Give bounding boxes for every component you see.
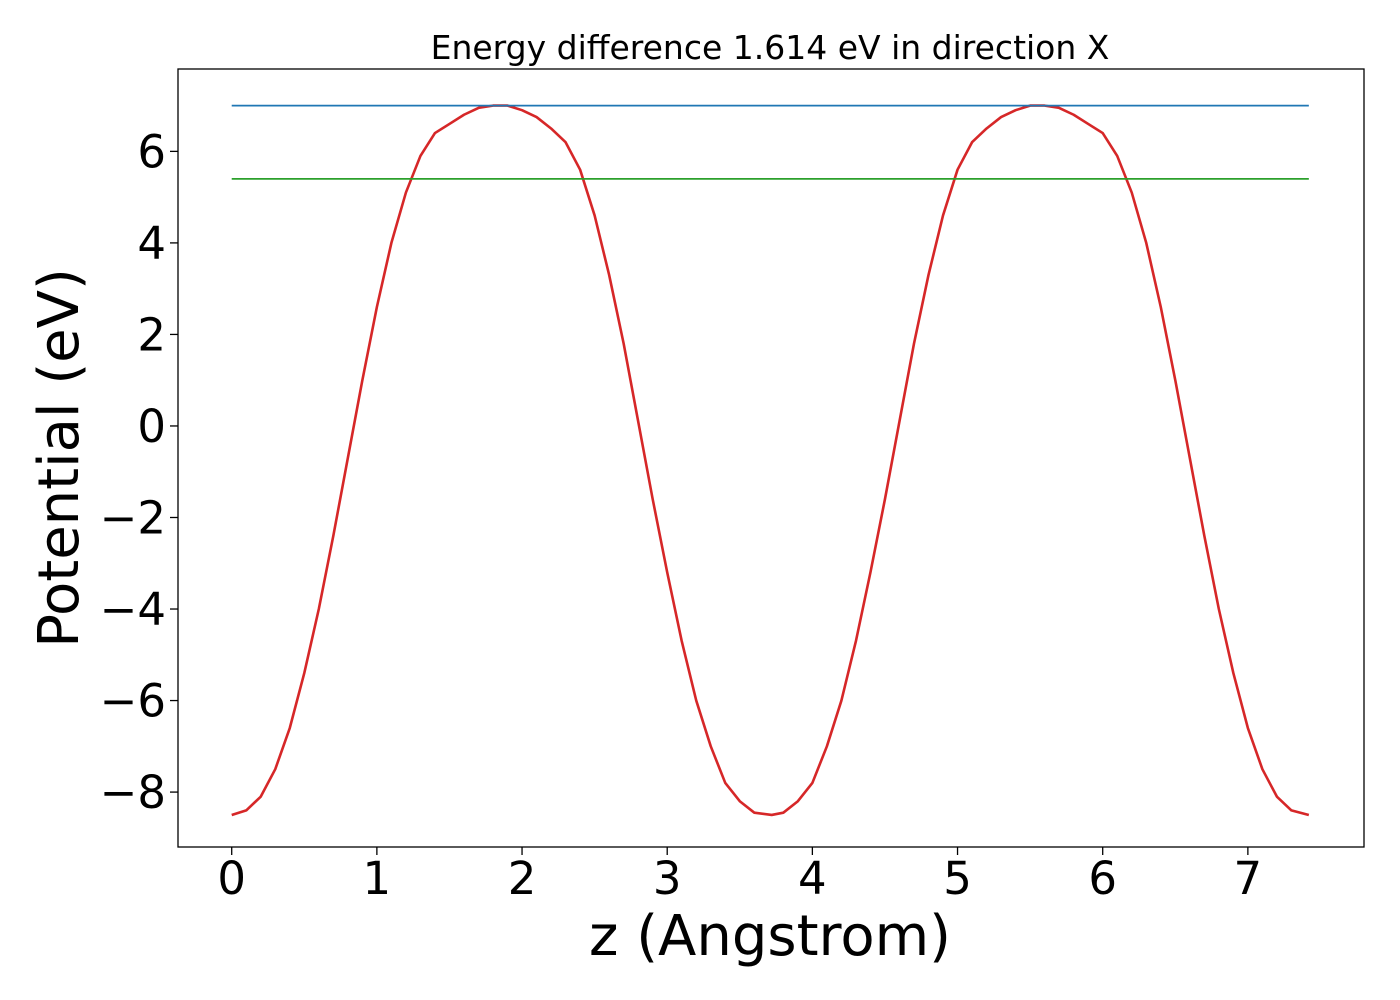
x-tick-label: 2 — [508, 852, 537, 905]
y-axis-ticks: 6 4 2 0 −2 −4 −6 −8 — [100, 125, 178, 819]
y-tick-label: 0 — [137, 400, 166, 453]
x-tick-label: 7 — [1234, 852, 1263, 905]
y-tick-label: −8 — [100, 766, 166, 819]
x-tick-label: 0 — [217, 852, 246, 905]
plot-frame — [177, 68, 1365, 848]
x-tick-label: 1 — [363, 852, 392, 905]
series-line-0 — [231, 104, 1310, 817]
y-tick-label: −6 — [100, 675, 166, 728]
series-layer — [231, 104, 1310, 817]
x-axis-ticks: 0 1 2 3 4 5 6 7 — [217, 847, 1262, 905]
x-tick-label: 6 — [1088, 852, 1117, 905]
x-tick-label: 5 — [943, 852, 972, 905]
y-tick-label: 4 — [137, 217, 166, 270]
y-axis-label: Potential (eV) — [27, 268, 92, 648]
y-tick-label: 2 — [137, 308, 166, 361]
y-tick-label: 6 — [137, 125, 166, 178]
y-tick-label: −2 — [100, 491, 166, 544]
x-axis-label: z (Angstrom) — [589, 904, 951, 969]
y-tick-label: −4 — [100, 583, 166, 636]
chart-title: Energy difference 1.614 eV in direction … — [431, 28, 1110, 67]
x-tick-label: 3 — [653, 852, 682, 905]
x-tick-label: 4 — [798, 852, 827, 905]
